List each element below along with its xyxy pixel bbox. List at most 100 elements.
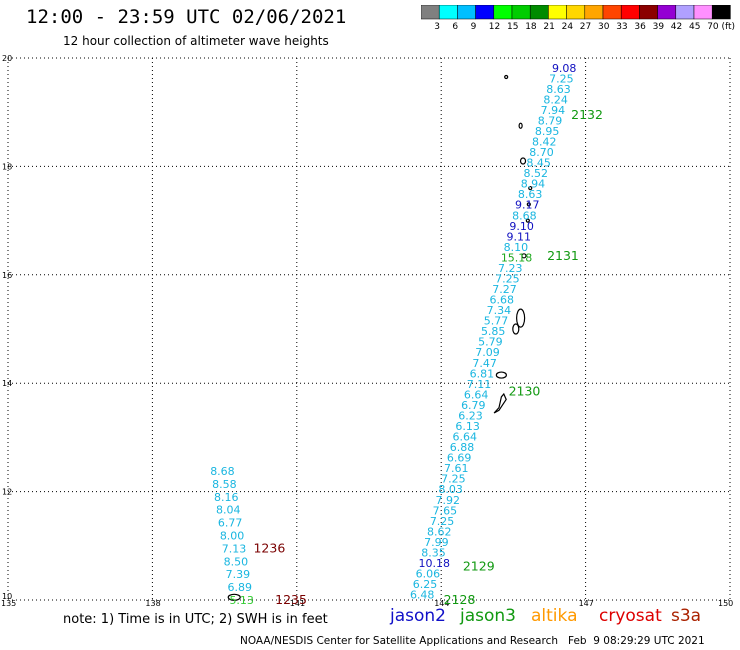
legend-s3a: s3a (671, 606, 702, 626)
legend-jason2: jason2 (390, 606, 446, 626)
wave-height-value: 6.79 (461, 399, 486, 412)
wave-height-value: 7.09 (475, 346, 500, 359)
wave-height-value: 9.17 (515, 199, 540, 212)
longitude-label: 144 (434, 599, 449, 606)
wave-height-value: 6.89 (228, 581, 253, 594)
colorbar-label: 30 (598, 22, 610, 32)
wave-height-value: 8.68 (512, 209, 537, 222)
latitude-label: 18 (2, 162, 12, 171)
wave-height-value: 8.58 (212, 478, 237, 491)
wave-height-value: 7.99 (424, 536, 449, 549)
map-subtitle: 12 hour collection of altimeter wave hei… (63, 34, 329, 48)
colorbar-label: 39 (652, 22, 665, 32)
wave-height-value: 7.39 (226, 568, 251, 581)
colorbar-label: 15 (507, 22, 519, 32)
wave-height-value: 6.25 (413, 578, 438, 591)
colorbar-label: 36 (634, 22, 646, 32)
pass-number-label: 1236 (253, 541, 285, 556)
legend-cryosat: cryosat (599, 606, 662, 626)
wave-height-value: 8.68 (210, 465, 235, 478)
wave-height-value: 6.68 (489, 294, 513, 307)
wave-height-value: 7.34 (487, 304, 512, 317)
pass-labels: 2132 2131 2130 2129 2128 1236 1235 (253, 107, 602, 606)
wave-height-value: 8.35 (421, 546, 446, 559)
colorbar-label: 70 (ft) (707, 22, 736, 32)
wave-height-value: 7.65 (433, 504, 458, 517)
map-grid (7, 57, 731, 601)
wave-height-value: 5.79 (478, 336, 503, 349)
wave-height-value: 7.25 (441, 473, 466, 486)
wave-height-colorbar (421, 5, 731, 20)
credit-line: NOAA/NESDIS Center for Satellite Applica… (240, 635, 705, 647)
colorbar-label: 33 (616, 22, 628, 32)
wave-height-value: 7.13 (222, 542, 247, 555)
longitude-label: 141 (290, 599, 305, 606)
latitude-label: 20 (2, 54, 12, 63)
legend-jason3: jason3 (460, 606, 516, 626)
island-outlines (227, 74, 533, 601)
wave-height-value: 9.11 (507, 230, 532, 243)
wave-height-value: 6.69 (447, 452, 472, 465)
wave-height-value: 8.04 (216, 504, 241, 517)
wave-height-value: 15.18 (501, 251, 533, 264)
wave-height-value: 8.24 (543, 93, 568, 106)
colorbar-label: 24 (561, 22, 574, 32)
wave-height-value: 7.47 (472, 357, 497, 370)
colorbar-swatch (711, 5, 731, 20)
wave-height-value: 6.64 (453, 431, 478, 444)
wave-height-value: 9.08 (552, 62, 577, 75)
wave-height-value: 7.11 (467, 378, 492, 391)
wave-height-value: 7.27 (492, 283, 517, 296)
island-outline (504, 74, 509, 80)
colorbar-label: 18 (525, 22, 537, 32)
pass-number-label: 2128 (444, 592, 476, 606)
wave-height-value: 7.23 (498, 262, 523, 275)
wave-height-value: 7.25 (430, 515, 455, 528)
island-outline (521, 253, 527, 259)
latitude-label: 10 (2, 592, 12, 601)
wave-height-value: 8.94 (521, 178, 546, 191)
wave-height-value: 5.85 (481, 325, 506, 338)
map-title: 12:00 - 23:59 UTC 02/06/2021 (26, 6, 347, 28)
colorbar-label: 3 (434, 22, 440, 32)
wave-height-value: 6.13 (455, 420, 480, 433)
wave-height-value: 8.79 (538, 114, 563, 127)
island-outline (227, 593, 241, 601)
colorbar-label: 6 (452, 22, 459, 32)
colorbar-labels: 3 6 9 12 15 18 21 24 27 30 33 36 39 42 45 70 (ft) (421, 22, 740, 34)
wave-height-value: 6.81 (470, 367, 495, 380)
colorbar-label: 27 (579, 22, 592, 32)
wave-height-value: 8.70 (529, 146, 554, 159)
wave-height-value: 7.92 (436, 494, 461, 507)
longitude-label: 135 (1, 599, 16, 606)
wave-height-value: 6.48 (410, 589, 435, 602)
altimeter-tracks: 6.486.256.0610.188.357.998.627.257.657.9… (210, 62, 576, 606)
colorbar-label: 9 (470, 22, 477, 32)
wave-height-value: 5.77 (484, 315, 509, 328)
wave-height-value: 6.23 (458, 409, 483, 422)
island-outline (528, 185, 533, 191)
latitude-label: 14 (2, 379, 12, 388)
wave-height-value: 7.25 (495, 272, 520, 285)
latitude-label: 16 (2, 271, 12, 280)
pass-number-label: 2130 (509, 383, 541, 398)
island-outline (526, 202, 531, 207)
wave-height-value: 5.13 (229, 594, 254, 606)
legend-altika: altika (531, 606, 578, 626)
island-outline (519, 157, 527, 165)
wave-height-value: 7.25 (549, 72, 574, 85)
wave-height-value: 8.03 (438, 483, 463, 496)
units-note: note: 1) Time is in UTC; 2) SWH is in fe… (63, 612, 328, 627)
longitude-label: 147 (579, 599, 594, 606)
latitude-label: 12 (2, 488, 12, 497)
wave-height-value: 8.63 (518, 188, 543, 201)
wave-height-value: 6.06 (416, 568, 441, 581)
axis-labels: 135 138 141 144 147 150 10 12 14 16 18 20 (1, 54, 733, 606)
wave-height-value: 7.61 (444, 462, 469, 475)
wave-height-value: 8.52 (524, 167, 549, 180)
wave-height-value: 8.10 (504, 241, 528, 254)
wave-height-value: 6.88 (450, 441, 475, 454)
colorbar-label: 45 (689, 22, 701, 32)
island-outline (516, 308, 526, 328)
